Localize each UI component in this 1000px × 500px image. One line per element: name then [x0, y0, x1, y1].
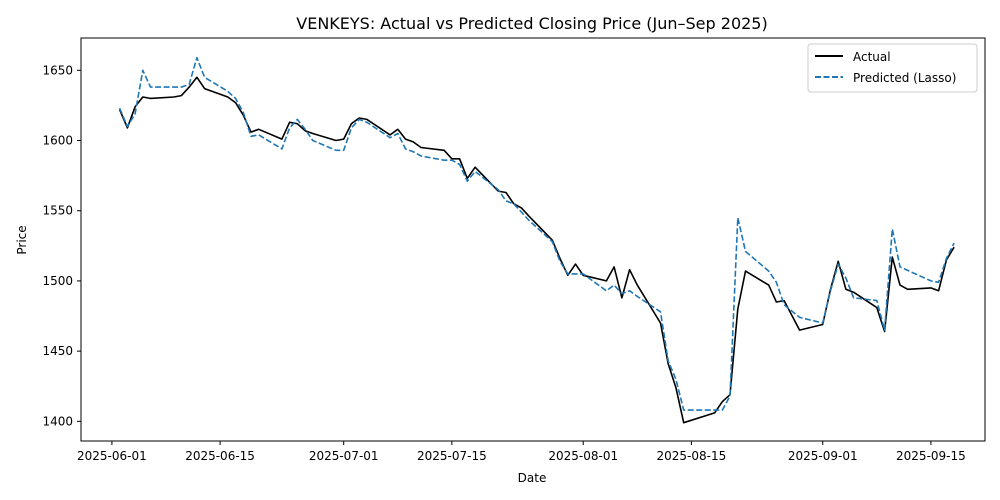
x-tick-label: 2025-09-01 — [788, 449, 858, 463]
x-axis: 2025-06-01 2025-06-15 2025-07-01 2025-07-15… — [77, 441, 966, 463]
y-tick-label: 1600 — [42, 134, 73, 148]
legend-label-predicted: Predicted (Lasso) — [853, 71, 956, 85]
plot-area — [118, 56, 955, 424]
plot-frame — [80, 37, 986, 442]
chart-title: VENKEYS: Actual vs Predicted Closing Pri… — [296, 14, 767, 33]
series-line-actual — [118, 76, 955, 424]
x-tick-label: 2025-07-15 — [417, 449, 487, 463]
x-axis-label: Date — [518, 471, 547, 485]
legend: Actual Predicted (Lasso) — [807, 43, 978, 93]
legend-label-actual: Actual — [853, 50, 891, 64]
y-tick-label: 1550 — [42, 204, 73, 218]
y-tick-label: 1400 — [42, 414, 73, 428]
y-tick-label: 1500 — [42, 274, 73, 288]
x-tick-label: 2025-07-01 — [309, 449, 379, 463]
x-tick-label: 2025-08-01 — [548, 449, 618, 463]
x-tick-label: 2025-08-15 — [657, 449, 727, 463]
x-tick-label: 2025-06-15 — [185, 449, 255, 463]
x-tick-label: 2025-06-01 — [77, 449, 147, 463]
y-axis: 1400 1450 1500 1550 1600 1650 — [42, 63, 81, 428]
y-tick-label: 1650 — [42, 63, 73, 77]
y-axis-label: Price — [15, 225, 29, 254]
series-line-predicted — [118, 56, 955, 411]
y-tick-label: 1450 — [42, 344, 73, 358]
legend-box — [807, 43, 978, 93]
x-tick-label: 2025-09-15 — [896, 449, 966, 463]
